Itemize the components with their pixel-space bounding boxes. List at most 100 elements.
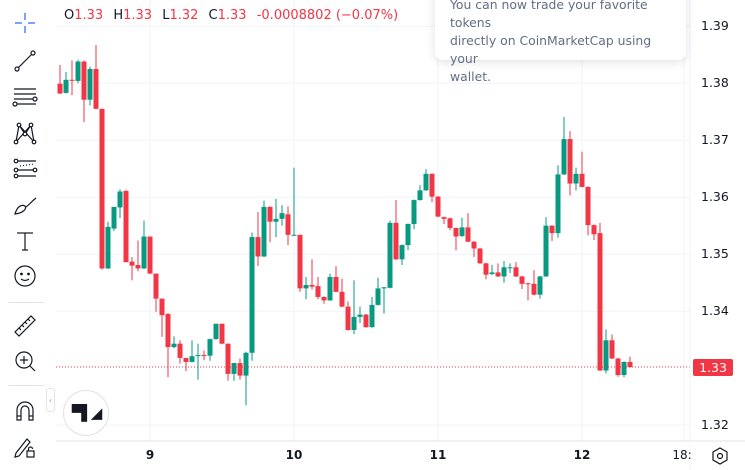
crosshair-tool[interactable] [9, 8, 41, 38]
candle-body [243, 352, 249, 376]
price-tick-label: 1.32 [701, 417, 729, 433]
candle-body [513, 267, 519, 277]
candle [339, 278, 345, 308]
candle [105, 221, 111, 270]
candle-body [321, 296, 327, 301]
horizontal-lines-tool[interactable] [9, 82, 41, 112]
zoom-in-icon [15, 351, 36, 372]
zoom-in-tool[interactable] [9, 346, 41, 376]
candle [423, 169, 429, 191]
candle-body [573, 173, 579, 184]
candle [537, 275, 543, 299]
candle [387, 220, 393, 289]
candle [153, 273, 159, 312]
candle [141, 220, 147, 270]
candle-body [261, 206, 267, 257]
candle [405, 223, 411, 251]
brush-tool[interactable] [9, 191, 41, 221]
toolbar-divider [8, 385, 44, 386]
candle [321, 296, 327, 304]
candle-body [105, 226, 111, 269]
candle [297, 234, 303, 292]
collapse-toolbar-button[interactable]: ‹ [46, 388, 55, 412]
toolbar-divider [8, 302, 44, 303]
candle-body [471, 241, 477, 249]
candle-body [357, 314, 363, 317]
candle-body [417, 190, 423, 201]
ruler-icon [14, 315, 36, 337]
lock-drawings-icon [14, 438, 35, 458]
candle [465, 213, 471, 243]
candle [345, 301, 351, 331]
trend-line-tool[interactable] [9, 46, 41, 76]
candle-body [255, 237, 261, 257]
logo-mark: ▀▌◢ [71, 404, 103, 422]
candle-body [99, 108, 105, 269]
candle [87, 66, 93, 106]
candle-body [435, 196, 441, 217]
candle-body [183, 357, 189, 362]
pattern-tool[interactable] [9, 118, 41, 148]
candle-body [237, 363, 243, 376]
text-icon [17, 232, 33, 251]
time-tick-label: 10 [285, 448, 303, 462]
candle [507, 263, 513, 274]
candle [375, 277, 381, 306]
candle [177, 340, 183, 364]
candle [351, 280, 357, 334]
candle-body [315, 286, 321, 297]
candle-body [609, 340, 615, 359]
candle [459, 217, 465, 238]
candle-body [279, 213, 285, 219]
candle-body [69, 79, 75, 81]
candle [441, 216, 447, 224]
tradingview-logo[interactable]: ▀▌◢ [63, 390, 109, 436]
popup-line: directly on CoinMarketCap using your [450, 33, 652, 66]
crosshair-icon [15, 13, 35, 33]
candle [75, 59, 81, 84]
candle [597, 222, 603, 372]
candles [57, 45, 633, 406]
candle-body [165, 314, 171, 348]
candle [609, 334, 615, 360]
candle [369, 296, 375, 328]
trade-notification-popup[interactable]: You can now trade your favorite tokens d… [435, 0, 686, 84]
candle [225, 343, 231, 381]
candle-body [483, 263, 489, 275]
candle [549, 225, 555, 242]
brush-icon [14, 197, 37, 215]
candle-body [531, 283, 537, 295]
emoji-tool[interactable] [9, 261, 41, 291]
candle [123, 189, 129, 263]
candle-body [63, 79, 69, 93]
lock-drawings-tool[interactable] [9, 432, 41, 462]
candle-body [555, 174, 561, 234]
candle [183, 357, 189, 372]
candle [231, 363, 237, 381]
candle [453, 227, 459, 251]
candle-body [561, 139, 567, 175]
ruler-tool[interactable] [9, 311, 41, 341]
settings-icon[interactable] [710, 446, 730, 466]
high-value: 1.33 [123, 8, 153, 23]
text-tool[interactable] [9, 226, 41, 256]
magnet-tool[interactable] [9, 396, 41, 426]
time-tick-label: 9 [145, 448, 155, 462]
candle [555, 165, 561, 238]
candle [111, 206, 117, 231]
candle [417, 185, 423, 201]
fib-tool[interactable] [9, 154, 41, 184]
candle-body [117, 191, 123, 208]
candle-body [111, 206, 117, 229]
candle-body [147, 236, 153, 274]
candle [171, 336, 177, 349]
candle [57, 64, 63, 95]
candle [81, 60, 87, 122]
candle [603, 329, 609, 374]
candle-body [489, 272, 495, 275]
candle [195, 343, 201, 380]
candle-body [567, 139, 573, 184]
candle-body [225, 343, 231, 374]
candle [447, 217, 453, 231]
